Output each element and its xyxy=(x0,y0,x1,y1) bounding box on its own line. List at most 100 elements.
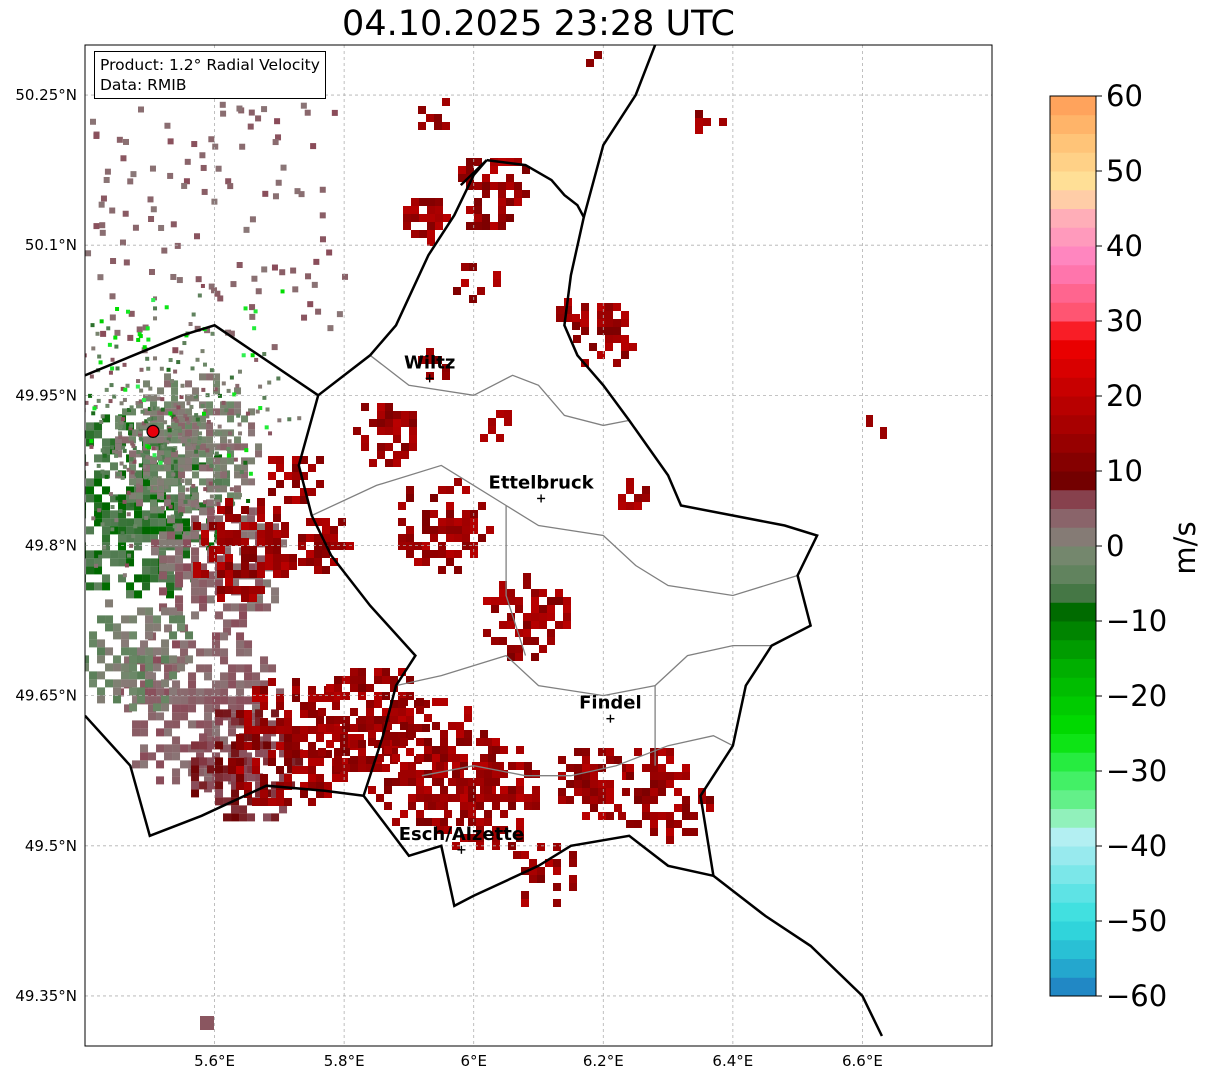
radar-pixel xyxy=(446,486,454,494)
radar-pixel xyxy=(239,515,248,524)
radar-pixel xyxy=(574,764,582,772)
radar-pixel xyxy=(201,387,206,392)
radar-pixel xyxy=(188,704,197,713)
radar-pixel xyxy=(539,613,547,621)
radar-pixel xyxy=(111,449,116,454)
radar-pixel xyxy=(257,562,265,570)
radar-pixel xyxy=(271,587,280,596)
radar-pixel xyxy=(225,586,233,594)
radar-pixel xyxy=(241,353,246,358)
radar-pixel xyxy=(666,820,674,828)
radar-pixel xyxy=(233,457,238,462)
radar-pixel xyxy=(422,542,430,550)
radar-pixel xyxy=(674,804,682,812)
radar-pixel xyxy=(469,263,477,271)
radar-pixel xyxy=(284,734,292,742)
radar-pixel xyxy=(621,343,629,351)
radar-pixel xyxy=(132,224,139,231)
radar-pixel xyxy=(213,471,221,479)
radar-pixel xyxy=(204,696,213,705)
radar-pixel xyxy=(682,812,690,820)
radar-pixel xyxy=(223,765,232,774)
radar-pixel xyxy=(613,327,621,335)
radar-pixel xyxy=(86,430,95,439)
radar-pixel xyxy=(220,680,229,689)
radar-pixel xyxy=(168,411,173,416)
radar-pixel xyxy=(160,407,165,412)
radar-site-marker xyxy=(146,424,160,438)
radar-pixel xyxy=(409,443,417,451)
radar-pixel xyxy=(98,360,103,365)
radar-pixel xyxy=(215,611,224,620)
radar-pixel xyxy=(205,414,210,419)
radar-pixel xyxy=(369,419,377,427)
radar-pixel xyxy=(326,740,334,748)
radar-pixel xyxy=(176,277,183,284)
radar-pixel xyxy=(241,478,249,486)
radar-pixel xyxy=(276,718,284,726)
radar-pixel xyxy=(476,834,484,842)
radar-pixel xyxy=(401,411,409,419)
radar-pixel xyxy=(432,794,440,802)
radar-pixel xyxy=(393,459,401,467)
radar-pixel xyxy=(214,290,221,297)
radar-pixel xyxy=(241,522,249,530)
radar-pixel xyxy=(119,239,126,246)
radar-pixel xyxy=(239,603,248,612)
radar-pixel xyxy=(257,530,265,538)
radar-pixel xyxy=(492,746,500,754)
colorbar-unit-label: m/s xyxy=(1168,521,1202,574)
radar-pixel xyxy=(207,781,216,790)
colorbar-segment xyxy=(1050,246,1096,266)
radar-pixel xyxy=(126,582,135,591)
radar-pixel xyxy=(217,522,225,530)
radar-pixel xyxy=(408,778,416,786)
radar-pixel xyxy=(300,710,308,718)
radar-pixel xyxy=(564,306,572,314)
radar-pixel xyxy=(218,431,223,436)
radar-pixel xyxy=(318,748,326,756)
radar-pixel xyxy=(263,579,272,588)
radar-pixel xyxy=(326,692,334,700)
radar-pixel xyxy=(382,708,390,716)
radar-pixel xyxy=(272,193,279,200)
radar-pixel xyxy=(145,615,154,624)
radar-pixel xyxy=(192,422,200,430)
radar-pixel xyxy=(279,805,288,814)
radar-pixel xyxy=(524,762,532,770)
radar-pixel xyxy=(86,550,95,559)
radar-pixel xyxy=(172,640,181,649)
radar-pixel xyxy=(97,508,102,513)
radar-pixel xyxy=(46,510,54,518)
radar-pixel xyxy=(208,136,215,143)
radar-pixel xyxy=(382,732,390,740)
radar-pixel xyxy=(605,319,613,327)
radar-pixel xyxy=(476,842,484,850)
radar-pixel xyxy=(185,450,193,458)
radar-pixel xyxy=(208,481,213,486)
radar-pixel xyxy=(574,772,582,780)
radar-pixel xyxy=(385,419,393,427)
radar-pixel xyxy=(85,655,90,664)
radar-pixel xyxy=(273,514,281,522)
radar-pixel xyxy=(46,478,54,486)
radar-pixel xyxy=(216,444,221,449)
radar-pixel xyxy=(164,401,172,409)
radar-pixel xyxy=(436,778,444,786)
radar-pixel xyxy=(143,475,148,480)
radar-pixel xyxy=(196,696,205,705)
radar-pixel xyxy=(249,216,256,223)
radar-pixel xyxy=(260,656,269,665)
radar-pixel xyxy=(100,414,105,419)
radar-pixel xyxy=(257,498,265,506)
radar-pixel xyxy=(173,459,178,464)
radar-pixel xyxy=(63,331,67,335)
radar-pixel xyxy=(326,724,334,732)
radar-pixel xyxy=(523,621,531,629)
radar-pixel xyxy=(70,502,78,510)
radar-pixel xyxy=(209,554,217,562)
radar-pixel xyxy=(157,415,165,423)
radar-pixel xyxy=(197,436,202,441)
radar-pixel xyxy=(102,454,111,463)
radar-pixel xyxy=(134,534,143,543)
